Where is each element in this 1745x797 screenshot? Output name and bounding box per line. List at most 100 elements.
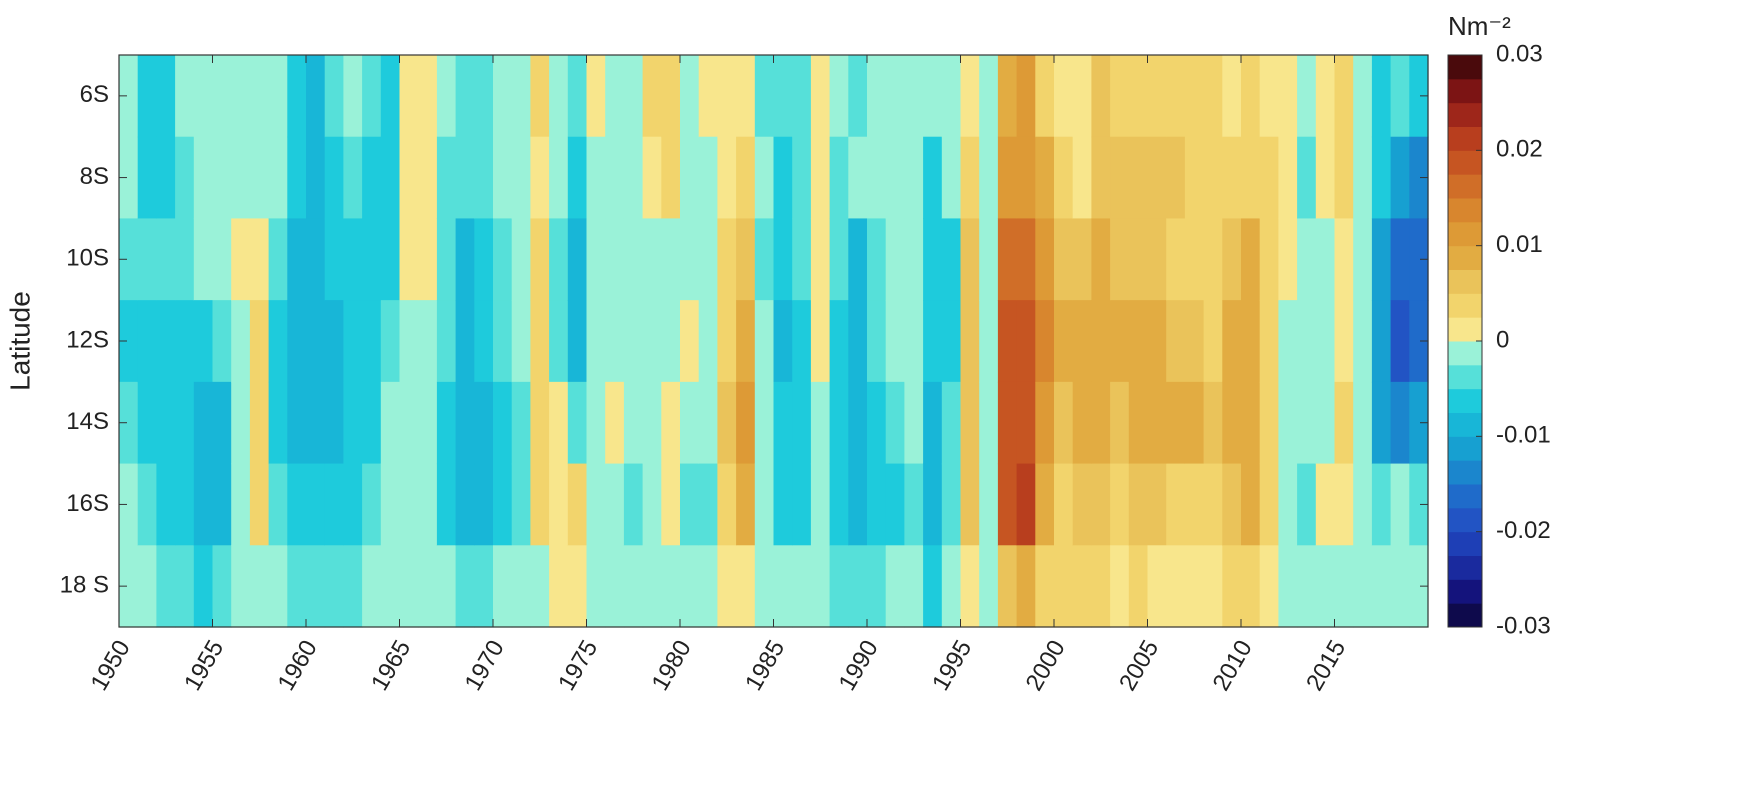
heatmap-cell	[193, 136, 214, 220]
heatmap-cell	[549, 545, 569, 628]
heatmap-cell	[1110, 218, 1130, 301]
heatmap-cell	[1110, 463, 1130, 546]
heatmap-cell	[923, 381, 943, 465]
heatmap-cell	[1390, 381, 1410, 465]
heatmap-cell	[1016, 300, 1036, 383]
heatmap-cell	[586, 136, 606, 220]
heatmap-cell	[960, 136, 980, 220]
heatmap-cell	[1203, 381, 1223, 465]
heatmap-cell	[1390, 55, 1410, 138]
heatmap-cell	[698, 381, 718, 465]
colorbar-swatch	[1448, 102, 1482, 127]
x-tick-label: 1960	[273, 636, 323, 696]
heatmap-cell	[287, 545, 307, 628]
heatmap-cell	[1353, 545, 1373, 628]
heatmap-cell	[1166, 545, 1186, 628]
heatmap-cell	[119, 136, 139, 220]
heatmap-cell	[1203, 136, 1223, 220]
heatmap-cell	[979, 55, 999, 138]
heatmap-cell	[810, 55, 831, 138]
heatmap-cell	[287, 55, 307, 138]
heatmap-cell	[567, 300, 588, 383]
heatmap-cell	[175, 300, 195, 383]
heatmap-cell	[343, 463, 363, 546]
heatmap-cell	[1371, 463, 1392, 546]
heatmap-cell	[885, 55, 905, 138]
heatmap-cell	[997, 218, 1018, 301]
heatmap-cell	[119, 55, 139, 138]
heatmap-cell	[1184, 381, 1205, 465]
heatmap-cell	[754, 381, 775, 465]
heatmap-cell	[736, 545, 756, 628]
heatmap-cell	[212, 136, 232, 220]
heatmap-cell	[754, 136, 775, 220]
heatmap-cell	[1016, 55, 1036, 138]
heatmap-cell	[661, 300, 681, 383]
heatmap-cell	[848, 463, 868, 546]
heatmap-cell	[119, 218, 139, 301]
heatmap-cell	[268, 545, 288, 628]
heatmap-cell	[1110, 300, 1130, 383]
heatmap-cell	[493, 136, 513, 220]
heatmap-cell	[231, 55, 251, 138]
heatmap-cell	[1166, 55, 1186, 138]
heatmap-cell	[268, 300, 288, 383]
colorbar-swatch	[1448, 341, 1482, 366]
heatmap-cell	[193, 218, 214, 301]
heatmap-cell	[1184, 545, 1205, 628]
heatmap-cell	[1016, 381, 1036, 465]
x-tick-label: 1990	[834, 636, 884, 696]
heatmap-cell	[680, 218, 700, 301]
heatmap-cell	[1315, 300, 1336, 383]
heatmap-cell	[231, 381, 251, 465]
colorbar-swatch	[1448, 245, 1482, 270]
heatmap-cell	[1259, 545, 1279, 628]
heatmap-cell	[474, 300, 494, 383]
heatmap-cell	[1241, 136, 1261, 220]
colorbar-swatch	[1448, 388, 1482, 413]
heatmap-cell	[1297, 218, 1317, 301]
heatmap-cell	[885, 381, 905, 465]
heatmap-cell	[380, 545, 401, 628]
heatmap-cell	[436, 545, 457, 628]
heatmap-cell	[829, 136, 849, 220]
heatmap-cell	[193, 381, 214, 465]
heatmap-cell	[1147, 545, 1167, 628]
heatmap-cell	[1035, 218, 1055, 301]
heatmap-cell	[904, 545, 924, 628]
x-tick-label: 2000	[1021, 636, 1071, 696]
heatmap-cell	[680, 55, 700, 138]
x-tick-label: 1975	[553, 636, 603, 696]
heatmap-cell	[1259, 136, 1279, 220]
heatmap-cell	[1184, 300, 1205, 383]
heatmap-cell	[1241, 55, 1261, 138]
heatmap-cell	[941, 381, 962, 465]
heatmap-cell	[511, 55, 531, 138]
heatmap-cell	[1409, 545, 1429, 628]
y-tick-label: 14S	[66, 408, 109, 435]
heatmap-cell	[511, 300, 531, 383]
heatmap-cell	[1054, 136, 1074, 220]
heatmap-cell	[137, 463, 157, 546]
heatmap-cell	[493, 218, 513, 301]
heatmap-cell	[1278, 218, 1298, 301]
heatmap-cell	[885, 136, 905, 220]
heatmap-cell	[642, 218, 662, 301]
heatmap-cell	[343, 136, 363, 220]
heatmap-cell	[306, 218, 326, 301]
heatmap-cell	[923, 463, 943, 546]
heatmap-cell	[493, 381, 513, 465]
heatmap-cell	[941, 545, 962, 628]
heatmap-cell	[623, 136, 644, 220]
heatmap-cell	[1054, 381, 1074, 465]
heatmap-cell	[1128, 381, 1149, 465]
heatmap-cell	[773, 463, 793, 546]
heatmap-cell	[586, 300, 606, 383]
heatmap-cell	[1278, 545, 1298, 628]
heatmap-cell	[848, 545, 868, 628]
heatmap-cell	[324, 55, 344, 138]
heatmap-cell	[193, 55, 214, 138]
heatmap-cell	[810, 463, 831, 546]
heatmap-cell	[661, 136, 681, 220]
heatmap-cell	[829, 300, 849, 383]
